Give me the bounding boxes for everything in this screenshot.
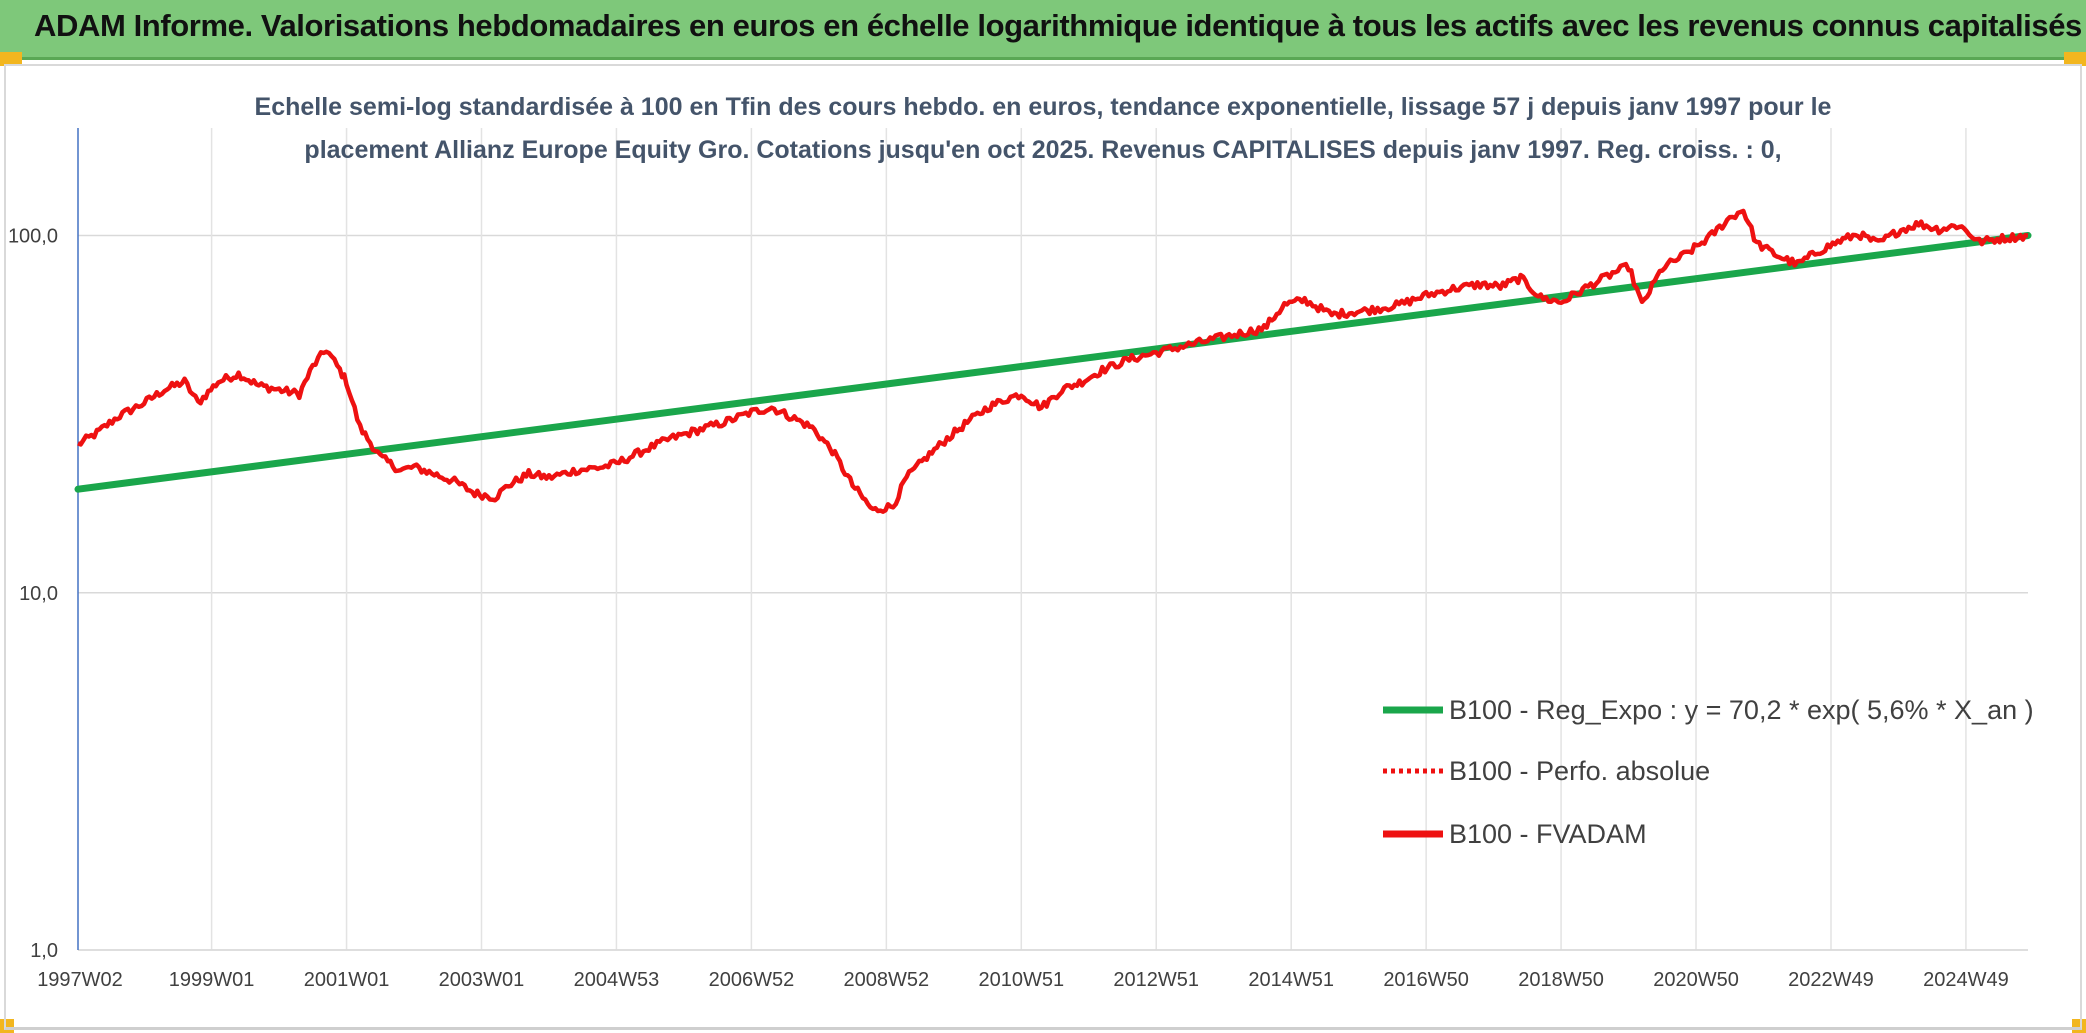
chart-subtitle-line-2: placement Allianz Europe Equity Gro. Cot… (304, 136, 1781, 164)
legend-label-fvadam: B100 - FVADAM (1449, 819, 1647, 849)
series-layer (74, 208, 2032, 514)
corner-marker-right (2064, 52, 2086, 66)
x-tick-label: 2014W51 (1248, 969, 1334, 991)
x-tick-label: 2024W49 (1923, 969, 2009, 991)
y-tick-label: 100,0 (8, 226, 58, 248)
x-tick-label: 2018W50 (1518, 969, 1604, 991)
page-title: ADAM Informe. Valorisations hebdomadaire… (34, 8, 2082, 43)
corner-marker-left (0, 52, 22, 66)
legend: B100 - Reg_Expo : y = 70,2 * exp( 5,6% *… (1383, 695, 2034, 849)
series-line-regression (74, 232, 2032, 493)
x-tick-label: 2012W51 (1113, 969, 1199, 991)
x-tick-label: 2010W51 (978, 969, 1064, 991)
x-tick-label: 2022W49 (1788, 969, 1874, 991)
chart-subtitle-line-1: Echelle semi-log standardisée à 100 en T… (255, 93, 1832, 121)
x-tick-label: 2006W52 (709, 969, 795, 991)
x-tick-label: 2020W50 (1653, 969, 1739, 991)
x-tick-label: 2003W01 (439, 969, 525, 991)
x-tick-label: 2016W50 (1383, 969, 1469, 991)
y-tick-label: 10,0 (19, 583, 58, 605)
chart-frame (4, 64, 2082, 1030)
series-line-fvadam (77, 208, 2029, 514)
grid-layer (78, 128, 2028, 951)
x-tick-label: 1997W02 (37, 969, 123, 991)
x-tick-label: 1999W01 (169, 969, 255, 991)
x-tick-label: 2001W01 (304, 969, 390, 991)
legend-label-perfo: B100 - Perfo. absolue (1449, 756, 1710, 786)
x-tick-label: 2004W53 (574, 969, 660, 991)
y-axis-ticks: 1,0 10,0 100,0 (8, 226, 58, 962)
legend-label-regression: B100 - Reg_Expo : y = 70,2 * exp( 5,6% *… (1449, 695, 2034, 725)
y-tick-label: 1,0 (30, 940, 58, 962)
title-banner: ADAM Informe. Valorisations hebdomadaire… (0, 0, 2086, 60)
x-axis-ticks: 1997W02 1999W01 2001W01 2003W01 2004W53 2006W… (37, 969, 2009, 991)
x-tick-label: 2008W52 (844, 969, 930, 991)
